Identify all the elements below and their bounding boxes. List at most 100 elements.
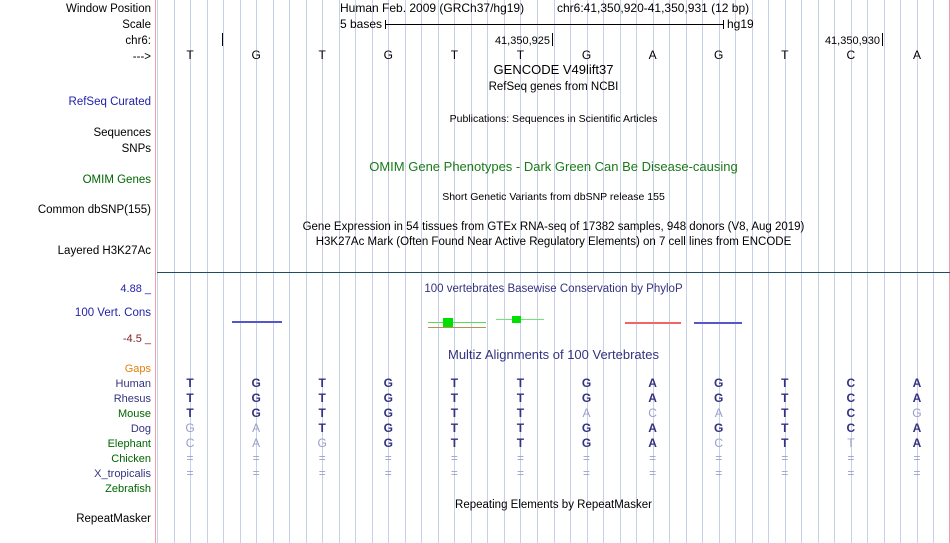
alignment-base: =	[252, 451, 260, 465]
alignment-base: =	[715, 466, 723, 480]
alignment-base: T	[318, 376, 326, 390]
sidebar-item-species-rhesus[interactable]: Rhesus	[113, 393, 151, 405]
alignment-base: T	[781, 391, 789, 405]
track-title-gencode: GENCODE V49lift37	[493, 62, 614, 77]
alignment-base: =	[384, 466, 392, 480]
alignment-base: T	[450, 376, 459, 390]
alignment-base: T	[450, 421, 459, 435]
base-letter: C	[846, 48, 856, 62]
track-title-phylop: 100 vertebrates Basewise Conservation by…	[424, 283, 683, 295]
base-letter: T	[450, 48, 459, 62]
track-title-dbsnp: Short Genetic Variants from dbSNP releas…	[442, 191, 665, 203]
sidebar-item-species-dog[interactable]: Dog	[130, 423, 151, 435]
coordinate-range: chr6:41,350,920-41,350,931 (12 bp)	[557, 1, 750, 15]
alignment-base: =	[252, 466, 260, 480]
sidebar-item-common-dbsnp[interactable]: Common dbSNP(155)	[37, 204, 151, 216]
alignment-base: A	[648, 391, 657, 405]
sidebar-item-species-chicken[interactable]: Chicken	[111, 453, 151, 465]
alignment-base: T	[781, 376, 789, 390]
alignment-base: G	[714, 391, 724, 405]
alignment-base: A	[648, 376, 657, 390]
alignment-base: A	[252, 436, 261, 450]
base-letter: A	[648, 48, 657, 62]
alignment-base: A	[582, 406, 591, 420]
position-tick-1	[552, 33, 553, 46]
alignment-base: T	[186, 406, 194, 420]
label-strand: --->	[132, 51, 151, 63]
track-title-refseq-ncbi: RefSeq genes from NCBI	[488, 81, 619, 93]
alignment-base: C	[846, 376, 856, 390]
position-tick-2	[882, 33, 883, 46]
cons-baseline-green-1	[428, 322, 486, 323]
alignment-base: =	[583, 451, 591, 465]
sidebar-item-repeatmasker[interactable]: RepeatMasker	[76, 513, 151, 525]
track-separator-line	[157, 272, 950, 273]
position-label-2: 41,350,930	[824, 35, 880, 47]
scale-bar	[385, 20, 724, 29]
sidebar-item-omim-genes[interactable]: OMIM Genes	[82, 174, 151, 186]
alignment-base: T	[186, 391, 194, 405]
alignment-base: A	[912, 421, 922, 435]
alignment-base: G	[714, 421, 724, 435]
conservation-min-value: -4.5 _	[122, 333, 151, 345]
base-letter: T	[318, 48, 326, 62]
alignment-base: G	[581, 376, 592, 390]
alignment-base: C	[648, 406, 657, 420]
base-letter: G	[581, 48, 592, 62]
alignment-base: G	[581, 391, 592, 405]
sidebar-item-species-elephant[interactable]: Elephant	[107, 438, 151, 450]
sidebar-item-sequences[interactable]: Sequences	[93, 127, 151, 139]
sidebar-item-layered-h3k27ac[interactable]: Layered H3K27Ac	[57, 245, 151, 257]
alignment-base: T	[781, 406, 789, 420]
sidebar-item-snps[interactable]: SNPs	[121, 143, 151, 155]
alignment-base: T	[516, 421, 525, 435]
alignment-base: =	[913, 466, 921, 480]
alignment-base: =	[384, 451, 392, 465]
alignment-base: T	[318, 421, 326, 435]
base-letter: T	[781, 48, 789, 62]
cons-bar-red-1	[625, 322, 681, 324]
alignment-base: T	[781, 421, 789, 435]
alignment-base: A	[714, 406, 723, 420]
alignment-base: T	[516, 376, 525, 390]
alignment-base: =	[450, 466, 458, 480]
base-letter: A	[912, 48, 921, 62]
alignment-base: A	[648, 421, 657, 435]
alignment-base: G	[714, 376, 724, 390]
alignment-base: =	[649, 466, 657, 480]
alignment-base: G	[251, 376, 261, 390]
base-letter: G	[714, 48, 724, 62]
sidebar-item-species-zebrafish[interactable]: Zebrafish	[105, 483, 151, 495]
sidebar-item-species-mouse[interactable]: Mouse	[117, 408, 151, 420]
alignment-base: T	[516, 391, 525, 405]
alignment-base: T	[186, 376, 194, 390]
label-chrom: chr6:	[125, 35, 151, 47]
alignment-base: =	[318, 451, 326, 465]
alignment-base: T	[318, 406, 326, 420]
sidebar-item-100-vert-cons[interactable]: 100 Vert. Cons	[74, 307, 151, 319]
alignment-base: =	[516, 451, 524, 465]
alignment-base: T	[450, 406, 459, 420]
sidebar-item-refseq-curated[interactable]: RefSeq Curated	[68, 96, 151, 108]
track-title-multiz: Multiz Alignments of 100 Vertebrates	[447, 347, 659, 362]
alignment-base: =	[913, 451, 921, 465]
alignment-base: G	[912, 406, 922, 420]
alignment-base: G	[251, 406, 261, 420]
position-label-1: 41,350,925	[494, 35, 550, 47]
alignment-base: =	[781, 466, 789, 480]
alignment-base: A	[912, 376, 922, 390]
track-title-publications: Publications: Sequences in Scientific Ar…	[449, 113, 658, 125]
alignment-base: C	[714, 436, 724, 450]
track-title-omim: OMIM Gene Phenotypes - Dark Green Can Be…	[369, 159, 738, 174]
alignment-base: T	[516, 436, 525, 450]
base-letter: T	[516, 48, 525, 62]
alignment-base: T	[847, 436, 855, 450]
sidebar-item-gaps[interactable]: Gaps	[124, 363, 151, 375]
alignment-base: G	[383, 376, 393, 390]
alignment-base: G	[581, 421, 592, 435]
assembly-db-name: hg19	[727, 17, 754, 31]
cons-bar-blue-2	[694, 322, 742, 324]
sidebar-item-species-human[interactable]: Human	[115, 378, 151, 390]
alignment-base: A	[648, 436, 657, 450]
sidebar-item-species-xtropicalis[interactable]: X_tropicalis	[94, 468, 151, 480]
